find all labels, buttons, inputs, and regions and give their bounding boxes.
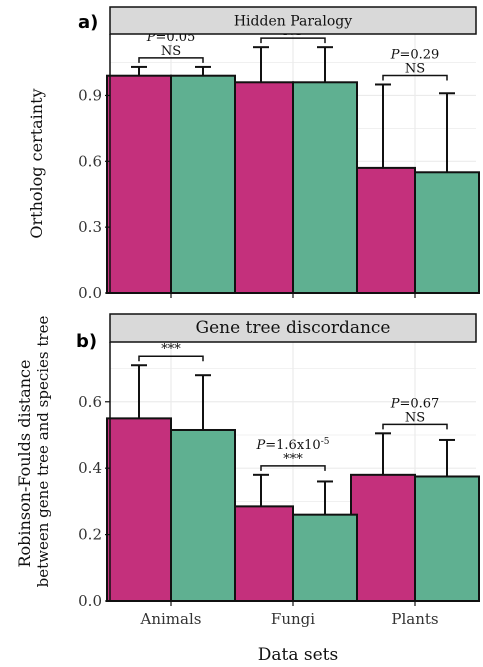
bar-animals-series2 xyxy=(170,74,236,295)
facet-strip xyxy=(109,313,477,343)
panel-letter: b) xyxy=(76,331,97,352)
bar-plants-series1 xyxy=(350,473,416,603)
significance-label: NS xyxy=(405,61,425,76)
y-tick-label: 0.4 xyxy=(78,459,102,477)
x-tick-label-plants: Plants xyxy=(391,610,438,628)
significance-label: *** xyxy=(161,342,181,357)
significance-bracket xyxy=(260,37,326,44)
significance-label: NS xyxy=(161,44,181,59)
significance-bracket xyxy=(138,355,204,362)
y-tick-label: 0.0 xyxy=(78,284,102,302)
panel-a: NSP=0.05NSP=0.59NSP=0.290.00.30.60.9Hidd… xyxy=(27,6,480,302)
p-value-label: P=1.6x10-5 xyxy=(256,437,330,453)
y-axis-label: Robinson-Foulds distance xyxy=(15,360,34,568)
y-tick-label: 0.2 xyxy=(78,526,102,544)
y-axis-label-line2: between gene tree and species tree xyxy=(34,316,52,588)
significance-bracket xyxy=(138,57,204,63)
bar-animals-series1 xyxy=(106,74,172,295)
bar-animals-series2 xyxy=(170,428,236,602)
bar-plants-series2 xyxy=(414,171,480,294)
y-axis-label: Ortholog certainty xyxy=(27,88,46,238)
bar-plants-series1 xyxy=(350,166,416,294)
significance-bracket xyxy=(382,423,448,430)
panel-letter: a) xyxy=(78,12,98,33)
significance-bracket xyxy=(382,74,448,81)
facet-strip xyxy=(109,6,477,35)
p-value-label: P=0.67 xyxy=(390,396,440,411)
facet-title: Hidden Paralogy xyxy=(234,14,352,30)
x-tick-label-animals: Animals xyxy=(140,610,202,628)
y-tick-label: 0.3 xyxy=(78,218,102,236)
p-value-label: P=0.29 xyxy=(390,47,440,62)
facet-title: Gene tree discordance xyxy=(195,318,390,338)
y-tick-label: 0.9 xyxy=(78,86,102,104)
y-tick-label: 0.6 xyxy=(78,393,102,411)
significance-label: NS xyxy=(405,410,425,425)
panel-b: ***P=1.3x10-4***P=1.6x10-5NSP=0.670.00.2… xyxy=(15,313,480,628)
bar-plants-series2 xyxy=(414,475,480,603)
x-axis-label: Data sets xyxy=(258,645,338,665)
y-tick-label: 0.6 xyxy=(78,152,102,170)
x-tick-label-fungi: Fungi xyxy=(271,610,315,628)
bar-animals-series1 xyxy=(106,417,172,602)
bar-fungi-series2 xyxy=(292,81,358,294)
significance-bracket xyxy=(260,465,326,471)
bar-fungi-series1 xyxy=(228,505,294,602)
significance-label: *** xyxy=(283,452,303,467)
y-tick-label: 0.0 xyxy=(78,592,102,610)
bar-fungi-series2 xyxy=(292,513,358,603)
bar-fungi-series1 xyxy=(228,81,294,294)
